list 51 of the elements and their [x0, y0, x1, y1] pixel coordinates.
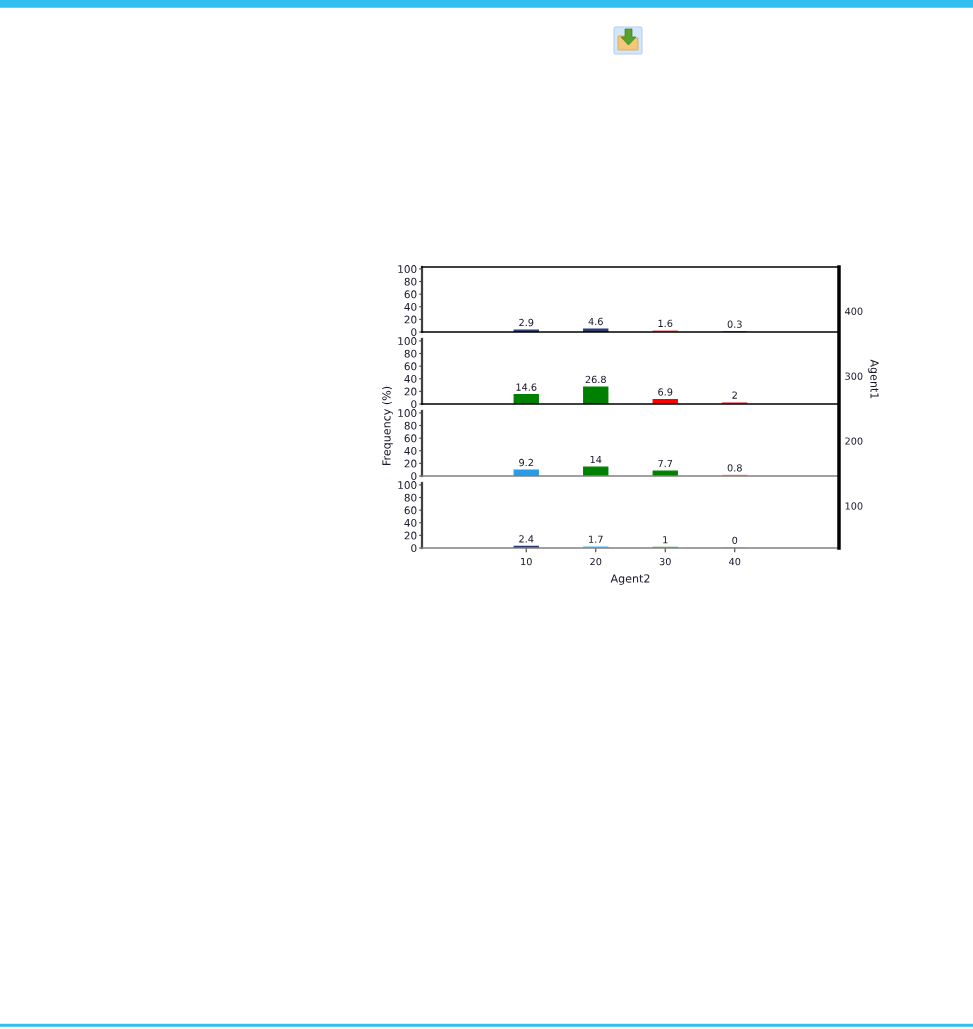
- y-tick-label: 40: [404, 518, 417, 527]
- y-tick-label: 40: [404, 374, 417, 383]
- y-tick-label: 100: [398, 337, 417, 345]
- data-label: 14: [590, 455, 602, 464]
- y-tick-label: 20: [404, 459, 417, 468]
- data-label: 26.8: [585, 375, 606, 384]
- data-label: 0.8: [727, 464, 742, 472]
- y-tick-label: 0: [411, 328, 417, 337]
- y-tick-label: 0: [411, 400, 417, 409]
- y2-tick-label: 400: [845, 307, 863, 315]
- x-axis-title: Agent2: [610, 574, 650, 585]
- data-label: 0.3: [727, 320, 742, 328]
- data-label: 1: [663, 536, 668, 544]
- y-tick-label: 60: [404, 290, 417, 299]
- y2-tick-label: 300: [845, 372, 863, 380]
- y-tick-label: 60: [404, 362, 417, 371]
- data-label: 0: [732, 536, 738, 545]
- data-label: 1.6: [658, 319, 673, 328]
- y-tick-label: 100: [398, 481, 417, 489]
- y-tick-label: 40: [404, 302, 417, 311]
- y-tick-label: 0: [411, 472, 417, 481]
- y-tick-label: 80: [404, 421, 417, 430]
- y-tick-label: 80: [404, 349, 417, 358]
- x-tick-label: 40: [729, 557, 741, 566]
- y-tick-label: 60: [404, 434, 417, 443]
- y-tick-label: 80: [404, 277, 417, 286]
- data-label: 7.7: [658, 459, 673, 468]
- y-tick-label: 100: [398, 409, 417, 417]
- y-tick-label: 80: [404, 493, 417, 502]
- y-tick-label: 20: [404, 387, 417, 396]
- y-tick-label: 20: [404, 531, 417, 540]
- data-label: 2: [732, 391, 737, 399]
- data-label: 1.7: [589, 535, 603, 543]
- y-axis-title: Frequency (%): [382, 386, 393, 465]
- data-label: 14.6: [516, 383, 537, 391]
- y-tick-label: 0: [411, 544, 417, 553]
- y-tick-label: 20: [404, 315, 417, 324]
- y-tick-label: 40: [404, 446, 417, 455]
- data-label: 2.4: [519, 535, 534, 543]
- data-label: 2.9: [519, 318, 534, 327]
- data-label: 6.9: [658, 388, 673, 396]
- y2-axis-title: Agent1: [868, 359, 879, 399]
- y2-tick-label: 100: [845, 502, 863, 510]
- data-label: 9.2: [519, 458, 534, 467]
- data-label: 4.6: [588, 317, 603, 326]
- x-tick-label: 10: [521, 557, 532, 566]
- x-tick-label: 30: [659, 557, 671, 566]
- y2-tick-label: 200: [845, 437, 863, 445]
- y-tick-label: 60: [404, 506, 417, 515]
- y-tick-label: 100: [398, 265, 417, 273]
- x-tick-label: 20: [590, 557, 602, 566]
